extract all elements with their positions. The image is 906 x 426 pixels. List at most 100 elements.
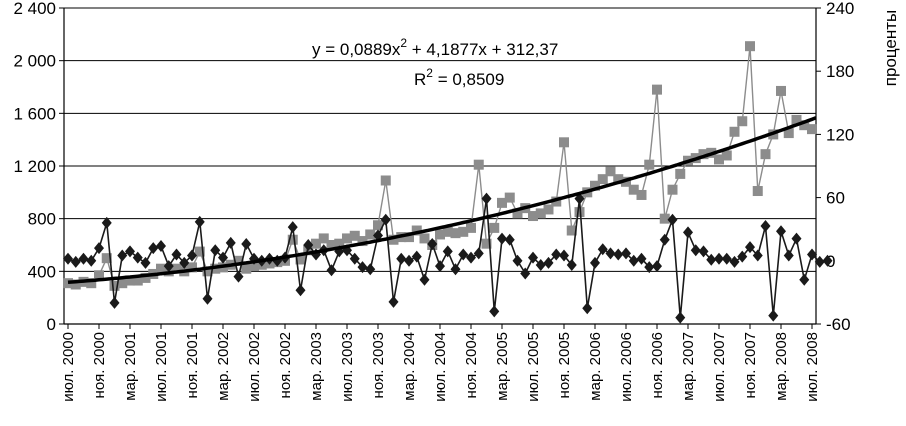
square-marker <box>194 246 205 257</box>
diamond-marker <box>148 242 159 255</box>
square-marker <box>559 137 569 148</box>
square-marker <box>729 126 740 137</box>
square-marker <box>613 174 624 185</box>
diamond-marker <box>171 248 182 261</box>
square-marker <box>605 166 616 177</box>
square-marker <box>458 226 469 237</box>
diamond-marker <box>419 273 430 286</box>
square-marker <box>94 270 104 281</box>
square-marker <box>783 128 794 139</box>
square-marker <box>249 261 259 272</box>
diamond-marker <box>644 261 655 274</box>
diamond-marker <box>737 250 748 263</box>
diamond-marker <box>690 244 701 257</box>
square-marker <box>776 85 786 96</box>
square-marker <box>535 208 546 219</box>
square-marker <box>566 225 577 236</box>
diamond-marker <box>760 220 771 233</box>
square-marker <box>551 196 562 207</box>
diamond-marker <box>621 247 631 260</box>
diamond-marker <box>295 284 306 297</box>
diamond-marker <box>380 213 391 226</box>
x-tick-label: мар. 2004 <box>401 332 418 401</box>
x-tick-label: мар. 2007 <box>680 332 697 401</box>
diamond-marker <box>427 237 438 250</box>
diamond-marker <box>752 249 763 262</box>
square-marker <box>504 192 515 203</box>
diamond-marker <box>303 239 314 251</box>
diamond-marker <box>683 226 693 239</box>
left-tick-label: 2 000 <box>13 52 56 71</box>
square-marker <box>512 208 523 219</box>
square-marker <box>442 226 453 237</box>
diamond-marker <box>768 309 779 322</box>
right-tick-label: -60 <box>826 315 851 334</box>
diamond-marker <box>667 213 678 226</box>
x-tick-label: ноя. 2003 <box>370 332 387 398</box>
diamond-marker <box>520 267 531 280</box>
x-tick-label: июл. 2004 <box>432 332 449 402</box>
square-marker <box>132 275 143 286</box>
left-tick-label: 1 600 <box>13 104 56 123</box>
square-marker <box>373 220 383 231</box>
x-tick-label: мар. 2005 <box>494 332 511 401</box>
square-marker <box>404 232 414 243</box>
x-tick-label: июл. 2002 <box>246 332 263 402</box>
square-marker <box>318 233 329 244</box>
x-tick-label: мар. 2001 <box>122 332 139 401</box>
diamond-marker <box>411 250 422 263</box>
diamond-marker <box>776 225 786 238</box>
diamond-marker <box>822 254 833 267</box>
x-tick-label: ноя. 2001 <box>184 332 201 398</box>
square-marker <box>295 254 306 265</box>
left-tick-label: 2 400 <box>13 0 56 18</box>
square-marker <box>667 184 678 195</box>
square-marker <box>714 154 724 165</box>
square-marker <box>117 278 128 289</box>
x-tick-label: мар. 2002 <box>215 332 232 401</box>
square-marker <box>86 278 97 289</box>
square-marker <box>357 236 368 247</box>
square-marker <box>380 175 391 186</box>
diamond-marker <box>783 249 794 262</box>
diamond-marker <box>272 254 283 267</box>
diamond-marker <box>613 248 624 261</box>
right-axis-ticks: -60060120180240 <box>816 0 854 334</box>
square-marker <box>156 263 166 274</box>
diamond-marker <box>543 256 554 269</box>
diamond-marker <box>365 263 376 276</box>
series-diamond-markers <box>63 192 833 324</box>
right-tick-label: 240 <box>826 0 854 18</box>
left-tick-label: 0 <box>47 315 56 334</box>
square-marker <box>659 213 670 224</box>
square-marker <box>497 197 507 208</box>
trend-equation: y = 0,0889x2 + 4,1877x + 312,37 <box>312 36 558 59</box>
x-tick-label: июл. 2001 <box>153 332 170 402</box>
diamond-marker <box>225 236 236 249</box>
left-axis-ticks: 0 400 800 1 200 1 600 2 000 2 400 <box>13 0 64 334</box>
square-marker <box>342 233 352 244</box>
square-marker <box>807 124 817 135</box>
r-squared: R2 = 0,8509 <box>414 66 504 89</box>
square-marker <box>745 41 755 52</box>
diamond-marker <box>807 248 817 261</box>
diamond-marker <box>528 251 538 264</box>
diamond-marker <box>814 255 825 268</box>
diamond-marker <box>597 243 608 256</box>
x-tick-label: ноя. 2002 <box>277 332 294 398</box>
diamond-marker <box>489 305 500 318</box>
diamond-marker <box>698 245 709 258</box>
diamond-marker <box>466 251 476 264</box>
square-marker <box>349 230 360 241</box>
square-marker <box>791 114 802 125</box>
square-marker <box>543 204 554 215</box>
diamond-marker <box>729 255 740 268</box>
diamond-marker <box>791 232 802 245</box>
x-tick-label: июл. 2007 <box>711 332 728 402</box>
diamond-marker <box>566 259 577 272</box>
square-marker <box>450 228 461 239</box>
diamond-marker <box>559 249 569 262</box>
square-marker <box>590 180 600 191</box>
diamond-marker <box>652 260 662 273</box>
